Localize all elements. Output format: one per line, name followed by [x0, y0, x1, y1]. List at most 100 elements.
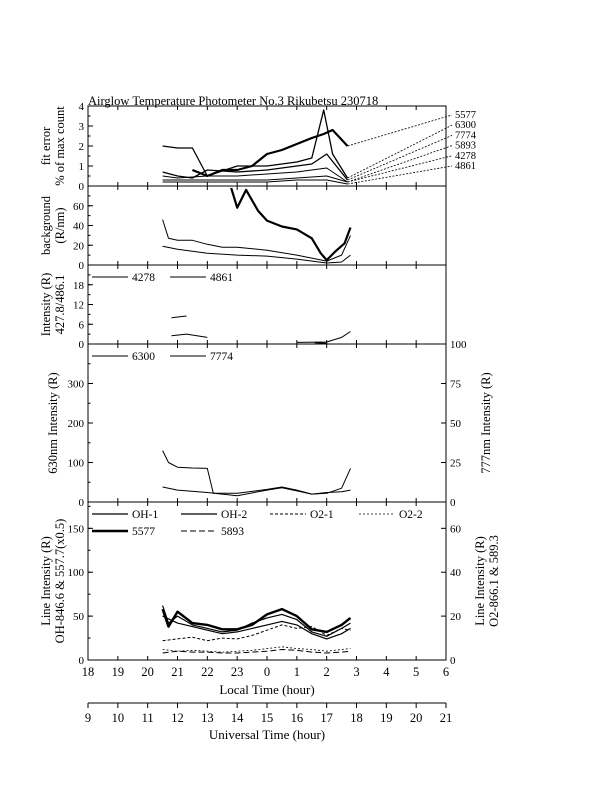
y-right-tick-label: 0	[450, 497, 456, 509]
series-line-5893	[162, 167, 348, 183]
panel-frame	[87, 185, 447, 266]
y-right-tick-label: 25	[450, 458, 462, 470]
series-line-upper	[230, 187, 352, 262]
y-axis-label: Intensity (R)	[39, 273, 53, 337]
series-group	[171, 315, 351, 344]
ut-tick-label: 13	[201, 711, 214, 725]
side-leader-4861	[347, 165, 453, 185]
side-label-6300: 6300	[455, 120, 476, 131]
y-tick-label: 40	[73, 221, 85, 233]
y-tick-label: 12	[73, 300, 84, 312]
y-tick-label: 0	[79, 260, 85, 272]
y-right-tick-label: 40	[450, 567, 462, 579]
ut-tick-label: 17	[320, 711, 333, 725]
y-axis-label: Line Intensity (R)	[39, 536, 53, 626]
legend-label-4278: 4278	[132, 272, 155, 284]
panel-frame	[87, 343, 447, 503]
legend: OH-1 OH-2 O2-1 O2-2 5577 5893	[92, 509, 423, 538]
series-line-4278	[296, 331, 351, 343]
y-right-tick-label: 75	[450, 379, 462, 391]
y-tick-label: 4	[79, 101, 85, 113]
y-tick-label: 0	[79, 497, 85, 509]
y-tick-label: 18	[73, 280, 85, 292]
ut-tick-label: 16	[291, 711, 304, 725]
side-label-4861: 4861	[455, 161, 476, 172]
y-tick-label: 150	[68, 523, 85, 535]
ut-tick-label: 21	[440, 711, 453, 725]
side-label-4278: 4278	[455, 151, 476, 162]
series-line-lower	[162, 245, 351, 264]
y-right-tick-label: 20	[450, 611, 462, 623]
ut-tick-label: 18	[350, 711, 363, 725]
y-tick-label: 100	[68, 458, 85, 470]
figure-title: Airglow Temperature Photometer No.3 Riku…	[88, 94, 378, 108]
y-axis-label: background	[39, 195, 53, 255]
y-axis-label: 630nm Intensity (R)	[46, 372, 60, 473]
legend-label-5893: 5893	[221, 526, 244, 538]
series-line-5893	[162, 649, 351, 654]
legend-label-4861: 4861	[210, 272, 233, 284]
ut-tick-label: 11	[142, 711, 154, 725]
panel-background: 0 20 40 60 background (R/nm)	[39, 185, 447, 272]
y-tick-label: 0	[79, 181, 85, 193]
side-label-7774: 7774	[455, 130, 477, 141]
y-right-tick-label: 60	[450, 523, 462, 535]
series-line-6300	[162, 109, 349, 179]
ut-tick-label: 14	[231, 711, 244, 725]
legend-label-oh-1: OH-1	[132, 509, 158, 521]
series-line-4861	[314, 342, 327, 344]
lt-tick-label: 23	[231, 665, 244, 679]
series-line-4278	[162, 175, 348, 183]
series-line-5577	[161, 607, 352, 634]
lt-tick-label: 5	[413, 665, 419, 679]
side-leader-7774	[347, 135, 453, 181]
lt-axis-label: Local Time (hour)	[219, 682, 314, 697]
side-label-5893: 5893	[455, 141, 476, 152]
y-axis-label: % of max count	[53, 106, 67, 186]
lt-tick-label: 19	[112, 665, 125, 679]
lt-tick-label: 22	[201, 665, 214, 679]
bottom-axes: 9 10 11 12 13 14 15 16 17 18 19 20 21 Universal Time …	[85, 702, 453, 742]
y-tick-label: 50	[73, 611, 85, 623]
side-leader-4278	[347, 155, 453, 183]
series-line-o2-1	[162, 624, 351, 642]
y-axis-label: OH-846.6 & 557.7(x0.5)	[53, 519, 67, 644]
ut-tick-label: 15	[261, 711, 274, 725]
series-line-4861	[171, 333, 208, 338]
ut-tick-label: 20	[410, 711, 423, 725]
ut-tick-label: 9	[85, 711, 91, 725]
panel-red-line: 0 100 200 300 0 25 50 75 100 630nm Intensity (R) 7…	[46, 339, 493, 509]
y-tick-label: 6	[79, 319, 85, 331]
legend-label-oh-2: OH-2	[221, 509, 247, 521]
y-right-tick-label: 0	[450, 655, 456, 667]
y-tick-label: 20	[73, 240, 85, 252]
panel-intensity-blue: 0 6 12 18 Intensity (R) 427.8/486.1 4278 4861	[39, 264, 447, 351]
legend-label-o2-1: O2-1	[310, 509, 334, 521]
y-tick-label: 60	[73, 201, 85, 213]
y-right-tick-label: 100	[450, 339, 467, 351]
y-axis-label: (R/nm)	[53, 207, 67, 243]
side-leader-5577	[347, 114, 453, 147]
legend: 6300 7774	[92, 351, 233, 363]
y-axis-label: fit error	[39, 126, 53, 165]
y-tick-label: 300	[68, 379, 85, 391]
lt-tick-label: 0	[264, 665, 270, 679]
lt-tick-label: 4	[383, 665, 390, 679]
series-group	[161, 605, 352, 654]
legend-label-o2-2: O2-2	[399, 509, 423, 521]
series-line-6300	[162, 450, 351, 495]
series-group	[162, 109, 349, 185]
panel-fit-error: 0 1 2 3 4 fit error% of max count	[39, 101, 447, 193]
y-right-axis-label: O2-866.1 & 589.3	[487, 535, 501, 627]
legend: 4278 4861	[92, 272, 233, 284]
series-line-4278	[171, 315, 187, 319]
ut-tick-label: 10	[112, 711, 125, 725]
side-label-5577: 5577	[455, 110, 476, 121]
y-tick-label: 3	[79, 121, 85, 133]
y-right-axis-label: 777nm Intensity (R)	[479, 372, 493, 473]
ut-tick-label: 12	[171, 711, 184, 725]
